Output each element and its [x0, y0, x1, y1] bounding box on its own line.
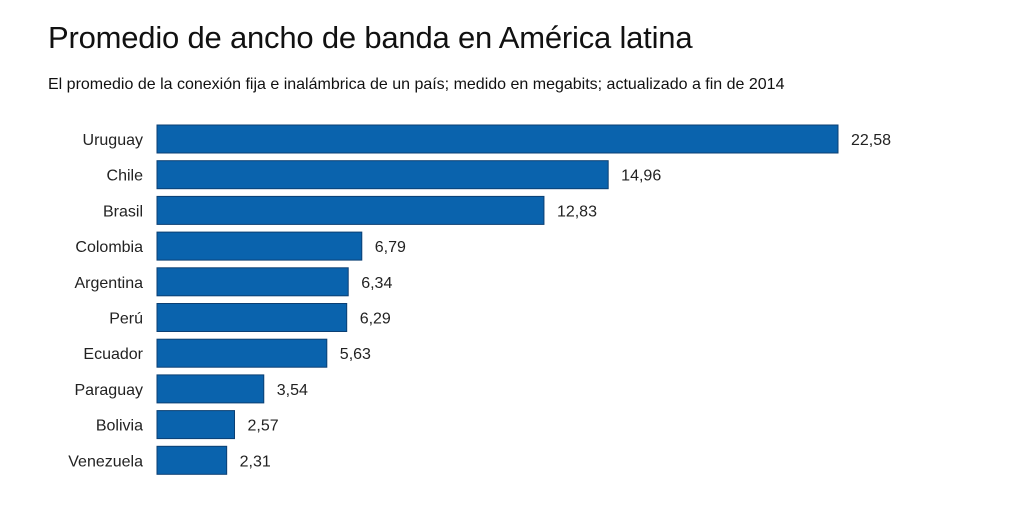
category-label-brasil: Brasil [103, 203, 143, 220]
value-label-chile: 14,96 [621, 168, 661, 185]
bar-paraguay [156, 374, 265, 404]
category-label-peru: Perú [109, 311, 143, 328]
chart-title: Promedio de ancho de banda en América la… [48, 20, 693, 55]
category-label-ecuador: Ecuador [83, 346, 143, 363]
value-label-peru: 6,29 [360, 311, 391, 328]
value-label-uruguay: 22,58 [851, 132, 891, 149]
bar-peru [156, 303, 348, 332]
bars-group [156, 124, 839, 475]
category-label-bolivia: Bolivia [96, 418, 143, 435]
category-label-uruguay: Uruguay [83, 132, 143, 149]
chart-subtitle: El promedio de la conexión fija e inalám… [48, 76, 785, 93]
bar-uruguay [156, 124, 839, 154]
bar-chile [156, 160, 609, 190]
value-label-venezuela: 2,31 [240, 453, 271, 470]
bar-brasil [156, 195, 545, 225]
category-labels-group: Uruguay Chile Brasil Colombia Argentina Perú E… [68, 132, 143, 470]
bar-argentina [156, 267, 349, 297]
category-label-chile: Chile [107, 168, 144, 185]
value-label-brasil: 12,83 [557, 203, 597, 220]
category-label-venezuela: Venezuela [68, 453, 143, 470]
bar-colombia [156, 231, 363, 261]
value-label-ecuador: 5,63 [340, 346, 371, 363]
category-label-paraguay: Paraguay [75, 382, 144, 399]
value-label-colombia: 6,79 [375, 239, 406, 256]
value-label-paraguay: 3,54 [277, 382, 308, 399]
bar-venezuela [156, 445, 228, 475]
bar-ecuador [156, 338, 328, 368]
value-label-argentina: 6,34 [361, 275, 392, 292]
value-label-bolivia: 2,57 [248, 418, 279, 435]
category-label-argentina: Argentina [75, 275, 144, 292]
bar-bolivia [156, 410, 236, 440]
value-labels-group: 22,58 14,96 12,83 6,79 6,34 6,29 5,63 3,54 2,57 2… [240, 132, 891, 470]
category-label-colombia: Colombia [75, 239, 143, 256]
